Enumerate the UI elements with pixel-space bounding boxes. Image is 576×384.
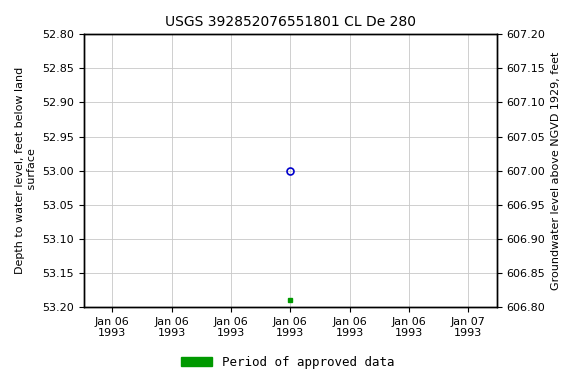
Y-axis label: Depth to water level, feet below land
 surface: Depth to water level, feet below land su… — [15, 67, 37, 274]
Legend: Period of approved data: Period of approved data — [176, 351, 400, 374]
Title: USGS 392852076551801 CL De 280: USGS 392852076551801 CL De 280 — [165, 15, 416, 29]
Y-axis label: Groundwater level above NGVD 1929, feet: Groundwater level above NGVD 1929, feet — [551, 51, 561, 290]
